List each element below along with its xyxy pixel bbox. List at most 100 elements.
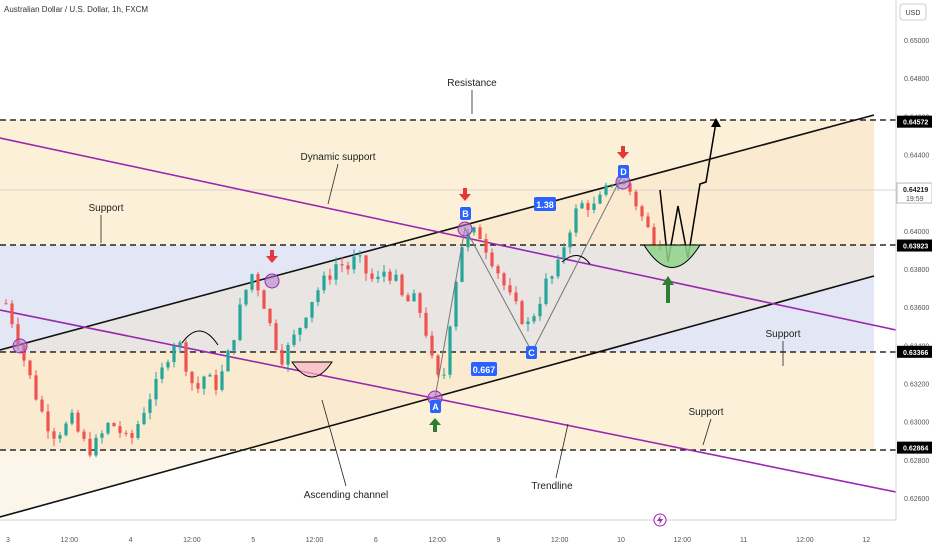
candle-body <box>184 342 188 372</box>
currency-button[interactable] <box>899 3 927 21</box>
price-tag-0.63366: 0.63366 <box>897 345 932 358</box>
candle-body <box>478 227 482 240</box>
candle-body <box>520 301 524 325</box>
resistance-label: Resistance <box>447 78 497 89</box>
abcd-pattern-line <box>434 171 625 399</box>
candle-body <box>130 433 134 438</box>
price-tick-label: 0.64000 <box>904 229 929 236</box>
support-label-right: Support <box>765 329 800 340</box>
red-arrow-2 <box>459 188 471 201</box>
candle-body <box>244 289 248 305</box>
candle-body <box>490 252 494 267</box>
candle-body <box>544 278 548 304</box>
time-tick-label: 3 <box>6 537 10 544</box>
dynamic-support-line[interactable] <box>0 137 897 331</box>
channel-fill <box>0 115 874 517</box>
trendline-purple[interactable] <box>0 309 897 493</box>
channel-upper-line[interactable] <box>0 114 875 351</box>
candle-body <box>268 308 272 324</box>
time-tick-label: 12:00 <box>306 537 324 544</box>
candle-body <box>334 264 338 280</box>
candle-body <box>208 374 212 377</box>
candle-body <box>280 349 284 365</box>
price-tag-text: 0.63923 <box>903 244 928 251</box>
support-label-bottom: Support <box>688 407 723 418</box>
candle-body <box>364 255 368 274</box>
candle-body <box>58 435 62 439</box>
price-tag-text: 0.62864 <box>903 446 928 453</box>
red-arrow-1 <box>266 250 278 263</box>
candle-body <box>628 183 632 192</box>
candle-body <box>604 185 608 195</box>
dynamic-support-pointer <box>327 163 339 205</box>
candle-body <box>322 275 326 291</box>
price-tick-label: 0.62600 <box>904 496 929 503</box>
badge-b-text: B <box>462 209 469 219</box>
candle-body <box>526 321 530 325</box>
candle-body <box>646 216 650 228</box>
candle-body <box>442 374 446 376</box>
candle-body <box>394 274 398 281</box>
candle-body <box>484 239 488 253</box>
price-tick-label: 0.63000 <box>904 420 929 427</box>
candle-body <box>652 227 656 246</box>
candle-body <box>124 432 128 434</box>
candle-body <box>514 292 518 302</box>
candle-body <box>256 274 260 291</box>
price-tag-0.62864: 0.62864 <box>897 441 932 454</box>
ratio-badge-1: 1.38 <box>534 197 556 211</box>
candle-body <box>112 422 116 427</box>
candle-body <box>586 203 590 210</box>
support-label-left: Support <box>88 203 123 214</box>
time-tick-label: 12 <box>862 537 870 544</box>
support-zone <box>0 245 874 352</box>
candle-body <box>328 275 332 280</box>
badge-b: B <box>460 207 471 220</box>
time-axis-panel[interactable] <box>0 520 896 550</box>
price-tag-countdown: 19:59 <box>906 196 924 203</box>
candle-body <box>142 412 146 425</box>
candle-body <box>154 379 158 400</box>
candle-body <box>496 266 500 274</box>
price-tick-label: 0.64400 <box>904 153 929 160</box>
candle-body <box>136 424 140 438</box>
touch-circle-3 <box>457 221 473 237</box>
green-arrow-1 <box>429 418 441 432</box>
candle-body <box>592 203 596 210</box>
candle-body <box>340 264 344 266</box>
candle-body <box>226 350 230 372</box>
resistance-zone <box>0 120 874 245</box>
lightning-icon[interactable] <box>653 513 667 527</box>
time-ticks-group: 3 12:00 4 12:00 5 12:00 6 12:00 9 12:00 10 12:00 11 1… <box>6 537 870 544</box>
price-tag-text: 0.64572 <box>903 120 928 127</box>
candle-body <box>562 247 566 260</box>
price-scale-panel[interactable] <box>896 0 932 550</box>
candle-body <box>550 276 554 279</box>
candle-body <box>430 335 434 356</box>
price-tag-0.64572: 0.64572 <box>897 115 932 128</box>
candle-body <box>370 273 374 280</box>
candle-body <box>346 265 350 270</box>
candle-body <box>76 412 80 432</box>
price-tick-label: 0.65000 <box>904 38 929 45</box>
time-tick-label: 12:00 <box>796 537 814 544</box>
chart-title: Australian Dollar / U.S. Dollar, 1h, FXC… <box>4 5 148 14</box>
candle-body <box>202 376 206 389</box>
time-tick-label: 6 <box>374 537 378 544</box>
candle-body <box>508 285 512 293</box>
ratio-badge-1-text: 1.38 <box>536 200 554 210</box>
badge-d-text: D <box>620 167 627 177</box>
price-tick-label: 0.62800 <box>904 458 929 465</box>
candle-body <box>70 412 74 424</box>
dynamic-support-label: Dynamic support <box>300 152 375 163</box>
candle-body <box>82 431 86 439</box>
candle-body <box>568 232 572 248</box>
candle-body <box>64 423 68 436</box>
candle-body <box>292 334 296 345</box>
candle-body <box>10 303 14 325</box>
ascending-channel-pointer <box>321 399 347 487</box>
candle-body <box>412 293 416 302</box>
touch-circle-2 <box>264 273 280 289</box>
trendline-label: Trendline <box>531 481 573 492</box>
